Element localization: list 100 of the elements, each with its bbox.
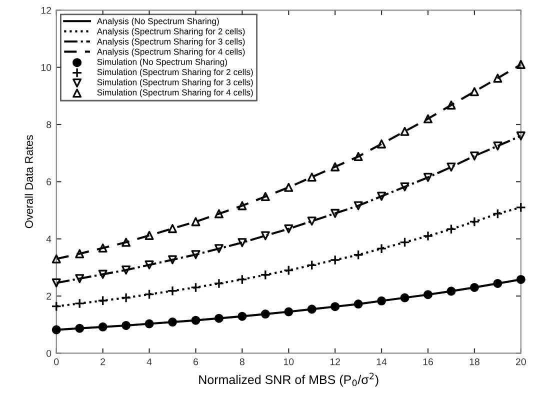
point	[238, 238, 247, 248]
y-tick-label: 0	[46, 350, 52, 357]
point	[400, 126, 410, 136]
x-tick-label: 10	[284, 358, 294, 366]
point	[52, 278, 61, 288]
point	[330, 302, 340, 312]
point	[330, 208, 340, 218]
point	[377, 139, 386, 148]
legend-label: Analysis (Spectrum Sharing for 3 cells)	[96, 38, 245, 46]
point	[446, 286, 456, 296]
point	[423, 172, 432, 182]
point	[446, 100, 456, 110]
point	[516, 202, 526, 213]
point	[284, 182, 294, 192]
point	[307, 172, 316, 182]
point	[214, 244, 224, 254]
point	[98, 322, 108, 332]
point	[492, 208, 503, 219]
point	[98, 295, 108, 306]
x-tick-label: 12	[330, 358, 340, 366]
point	[214, 209, 224, 218]
legend-label: Simulation (Spectrum Sharing for 2 cells)	[97, 68, 253, 77]
x-tick-label: 4	[146, 358, 152, 366]
point	[238, 312, 247, 321]
x-tick-label: 6	[194, 358, 198, 366]
point	[168, 224, 178, 234]
point	[376, 243, 387, 254]
point	[144, 230, 154, 240]
point	[516, 274, 526, 284]
x-tick-label: 20	[516, 358, 526, 366]
x-tick-label: 16	[423, 358, 433, 366]
point	[446, 162, 456, 172]
point	[75, 324, 84, 333]
point	[98, 270, 108, 279]
point	[238, 201, 247, 210]
legend-label: Simulation (Spectrum Sharing for 4 cells)	[97, 89, 253, 98]
x-tick-label: 0	[54, 358, 59, 366]
point	[260, 270, 271, 280]
point	[260, 231, 270, 240]
x-tick-label: 14	[376, 358, 387, 366]
point	[446, 224, 456, 234]
point	[191, 217, 200, 226]
x-axis-title: Normalized SNR of MBS (P$_{0}$/σ$^{2}$)	[199, 372, 378, 387]
point	[122, 320, 131, 330]
point	[354, 201, 363, 210]
y-tick-label: 10	[41, 64, 52, 71]
point	[353, 250, 364, 260]
point	[190, 282, 201, 293]
point	[144, 319, 154, 328]
point	[98, 244, 108, 253]
point	[330, 254, 340, 266]
point	[400, 293, 410, 302]
point	[191, 316, 200, 325]
point	[52, 325, 61, 334]
legend-label: Simulation (No Spectrum Sharing)	[97, 58, 227, 67]
point	[236, 274, 248, 285]
point	[191, 250, 200, 260]
point	[144, 260, 154, 270]
point	[330, 162, 340, 172]
point	[306, 260, 318, 270]
point	[214, 278, 224, 289]
legend-label: Analysis (Spectrum Sharing for 2 cells)	[96, 28, 245, 36]
point	[423, 290, 432, 300]
point	[74, 298, 85, 309]
point	[493, 278, 502, 288]
point	[423, 114, 432, 124]
point	[168, 318, 178, 327]
point	[75, 249, 84, 258]
point	[354, 300, 363, 309]
point	[516, 60, 526, 69]
y-axis-title: Overall Data Rates	[24, 135, 33, 228]
point	[377, 192, 386, 201]
point	[122, 266, 131, 275]
point	[284, 307, 294, 316]
legend-label: Analysis (No Spectrum Sharing)	[96, 18, 219, 26]
point	[260, 310, 270, 319]
point	[493, 141, 502, 150]
point	[52, 254, 61, 264]
point	[122, 238, 131, 247]
point	[168, 255, 178, 264]
point	[377, 296, 386, 306]
point	[354, 152, 363, 162]
point	[214, 314, 224, 323]
legend-label: Analysis (Spectrum Sharing for 4 cells)	[96, 48, 245, 56]
point	[167, 286, 178, 296]
point	[307, 304, 316, 314]
x-tick-label: 8	[240, 358, 244, 366]
point	[144, 289, 155, 300]
point	[307, 216, 316, 226]
legend-label: Simulation (Spectrum Sharing for 3 cells)	[97, 78, 253, 88]
y-tick-label: 2	[46, 292, 52, 300]
point	[470, 282, 479, 292]
point	[283, 265, 294, 276]
point	[493, 74, 502, 83]
point	[260, 192, 270, 202]
y-tick-label: 4	[46, 236, 52, 242]
point	[400, 182, 410, 192]
y-tick-label: 12	[41, 6, 52, 14]
point	[120, 292, 132, 303]
point	[470, 151, 479, 160]
